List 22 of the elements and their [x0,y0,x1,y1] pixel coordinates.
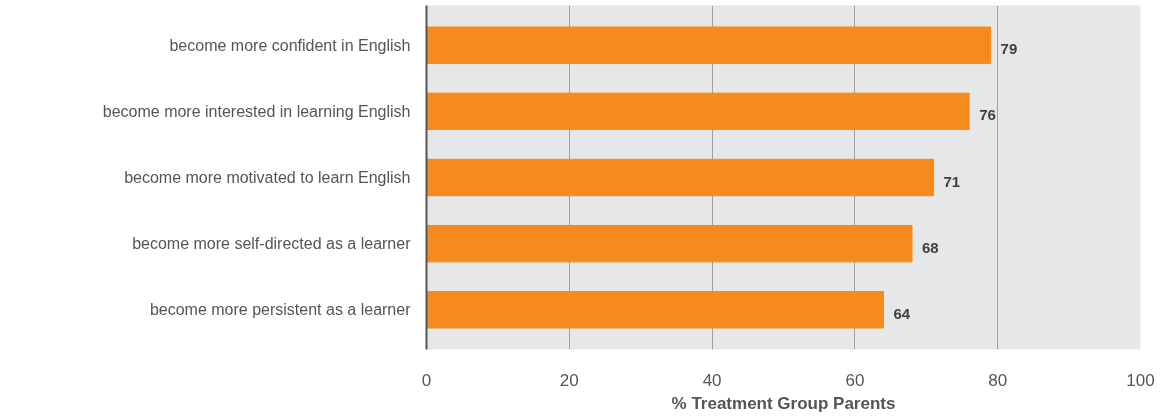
data-label: 64 [893,304,911,322]
bar [426,92,970,131]
bar [426,224,913,263]
bar [426,291,884,329]
x-tick-label: 20 [559,370,579,390]
bar [426,26,992,64]
x-tick-label: 60 [845,370,865,390]
x-tick-label: 100 [1126,370,1155,390]
x-tick-label: 40 [702,370,722,390]
data-label: 71 [943,172,961,190]
y-tick-label: become more self-directed as a learner [132,235,412,253]
y-tick-label: become more motivated to learn English [124,169,411,186]
data-label: 79 [1000,40,1018,58]
data-label: 76 [979,106,996,124]
x-axis-title: % Treatment Group Parents [671,393,896,413]
y-tick-label: become more confident in English [169,36,411,54]
data-label: 68 [922,238,939,256]
bar [426,158,934,197]
y-tick-label: become more interested in learning English [102,102,411,120]
y-tick-label: become more persistent as a learner [149,301,412,319]
x-tick-label: 0 [421,370,432,390]
x-tick-label: 80 [988,370,1008,390]
